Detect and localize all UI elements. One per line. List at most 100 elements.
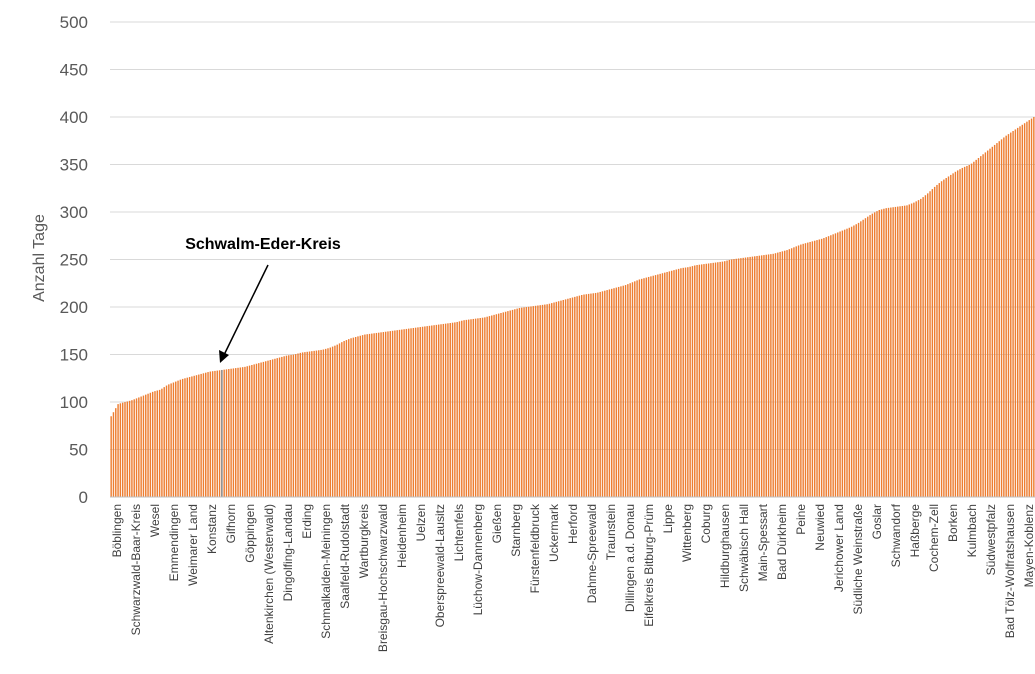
bar — [230, 368, 232, 497]
bar — [592, 293, 594, 497]
bar — [943, 179, 945, 497]
bar — [292, 354, 295, 497]
bar — [225, 369, 228, 497]
bar — [574, 296, 576, 497]
bar — [710, 263, 712, 497]
x-tick-label: Uelzen — [414, 504, 428, 541]
bar — [433, 325, 435, 497]
bar — [742, 257, 744, 497]
bar — [567, 298, 569, 497]
bar — [202, 373, 205, 497]
bar — [405, 328, 408, 497]
bar — [350, 338, 352, 497]
bar — [587, 293, 590, 497]
bar — [959, 169, 961, 497]
bar — [294, 354, 297, 497]
bar — [491, 315, 493, 497]
bar — [687, 267, 689, 497]
bar — [754, 256, 756, 497]
bar — [186, 377, 188, 497]
bar — [539, 305, 541, 497]
bar — [380, 332, 382, 497]
bar — [228, 369, 230, 497]
bar — [661, 273, 664, 497]
bar — [945, 178, 947, 498]
bar — [359, 335, 361, 497]
bar — [885, 208, 887, 498]
bar — [1003, 137, 1005, 497]
x-tick-label: Traunstein — [604, 504, 618, 560]
bar — [986, 150, 989, 497]
bar — [117, 404, 119, 497]
bar — [703, 264, 705, 497]
x-tick-label: Göppingen — [243, 504, 257, 563]
bar — [218, 370, 221, 497]
x-tick-label: Schwarzwald-Baar-Kreis — [129, 504, 143, 635]
bar — [112, 412, 115, 497]
bar — [1005, 135, 1007, 498]
bar — [954, 171, 957, 497]
bar — [1007, 134, 1010, 497]
bar — [638, 279, 641, 497]
bar — [846, 228, 848, 497]
y-tick-label: 500 — [60, 13, 88, 32]
bar — [571, 297, 574, 497]
bar — [546, 304, 548, 497]
bar — [758, 255, 761, 497]
bar — [276, 358, 278, 497]
bar-highlight — [221, 369, 223, 497]
bar — [784, 250, 786, 497]
x-tick-label: Schmalkalden-Meiningen — [319, 504, 333, 639]
bar — [825, 237, 827, 497]
bar — [285, 355, 288, 497]
bar — [237, 367, 239, 497]
bar — [774, 253, 777, 497]
bar — [163, 387, 165, 497]
bar — [378, 332, 380, 497]
bar — [260, 362, 262, 497]
bar — [867, 216, 869, 497]
bar — [740, 258, 742, 497]
bar — [341, 342, 343, 497]
bar — [343, 340, 345, 497]
bar — [1012, 131, 1014, 498]
bar — [853, 225, 855, 497]
bar — [989, 148, 991, 497]
bar — [622, 285, 624, 497]
bar — [507, 311, 509, 497]
bar — [354, 336, 357, 497]
x-tick-label: Lichtenfels — [452, 504, 466, 561]
annotation-arrowhead — [219, 350, 229, 363]
bar — [850, 226, 853, 497]
bar — [694, 265, 696, 497]
bar — [463, 320, 465, 497]
bar — [837, 232, 839, 497]
bar — [297, 353, 299, 497]
bar — [324, 348, 327, 497]
bar — [717, 262, 719, 497]
bar — [131, 400, 133, 497]
bar — [876, 211, 878, 497]
bar — [830, 235, 832, 497]
bar — [449, 323, 451, 497]
x-tick-label: Heidenheim — [395, 504, 409, 568]
bar — [765, 254, 767, 497]
bar — [973, 161, 975, 497]
x-tick-label: Weimarer Land — [186, 504, 200, 586]
bar — [264, 361, 267, 497]
bar — [474, 318, 477, 497]
y-tick-label: 100 — [60, 393, 88, 412]
bar — [299, 352, 302, 497]
bar — [338, 343, 341, 497]
bar — [915, 201, 917, 497]
bar — [115, 408, 117, 497]
bar — [121, 402, 124, 497]
bar — [142, 395, 145, 497]
bar — [502, 312, 505, 497]
x-tick-label: Jerichower Land — [832, 504, 846, 592]
bar — [1030, 118, 1033, 497]
bar — [241, 367, 244, 497]
x-tick-label: Saalfeld-Rudolstadt — [338, 503, 352, 608]
bar — [1021, 124, 1024, 497]
bar — [504, 311, 507, 497]
